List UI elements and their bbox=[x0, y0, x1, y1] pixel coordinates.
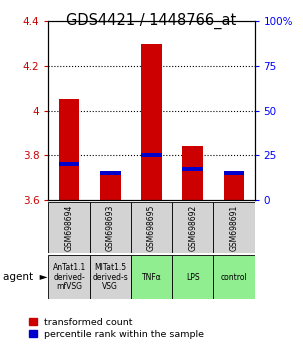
Bar bbox=[172, 202, 213, 253]
Bar bbox=[90, 202, 131, 253]
Bar bbox=[48, 202, 90, 253]
Text: MITat1.5
derived-s
VSG: MITat1.5 derived-s VSG bbox=[92, 263, 128, 291]
Bar bbox=[224, 176, 244, 200]
Bar bbox=[182, 167, 203, 171]
Bar bbox=[59, 162, 79, 166]
Bar bbox=[131, 202, 172, 253]
Text: agent  ►: agent ► bbox=[3, 272, 48, 282]
Bar bbox=[213, 202, 255, 253]
Bar bbox=[59, 99, 79, 200]
Bar bbox=[141, 153, 162, 157]
Text: control: control bbox=[221, 273, 247, 281]
Text: GSM698694: GSM698694 bbox=[65, 204, 74, 251]
Bar bbox=[131, 255, 172, 299]
Bar bbox=[182, 147, 203, 200]
Bar bbox=[213, 255, 255, 299]
Text: LPS: LPS bbox=[186, 273, 199, 281]
Text: GSM698691: GSM698691 bbox=[229, 204, 238, 251]
Text: GSM698692: GSM698692 bbox=[188, 204, 197, 251]
Bar bbox=[90, 255, 131, 299]
Bar bbox=[48, 255, 90, 299]
Bar bbox=[224, 171, 244, 175]
Legend: transformed count, percentile rank within the sample: transformed count, percentile rank withi… bbox=[29, 318, 204, 339]
Bar bbox=[100, 173, 121, 200]
Text: AnTat1.1
derived-
mfVSG: AnTat1.1 derived- mfVSG bbox=[52, 263, 86, 291]
Bar bbox=[141, 44, 162, 200]
Bar bbox=[100, 171, 121, 175]
Text: GSM698693: GSM698693 bbox=[106, 204, 115, 251]
Text: GDS4421 / 1448766_at: GDS4421 / 1448766_at bbox=[66, 12, 237, 29]
Bar bbox=[172, 255, 213, 299]
Text: TNFα: TNFα bbox=[142, 273, 161, 281]
Text: GSM698695: GSM698695 bbox=[147, 204, 156, 251]
